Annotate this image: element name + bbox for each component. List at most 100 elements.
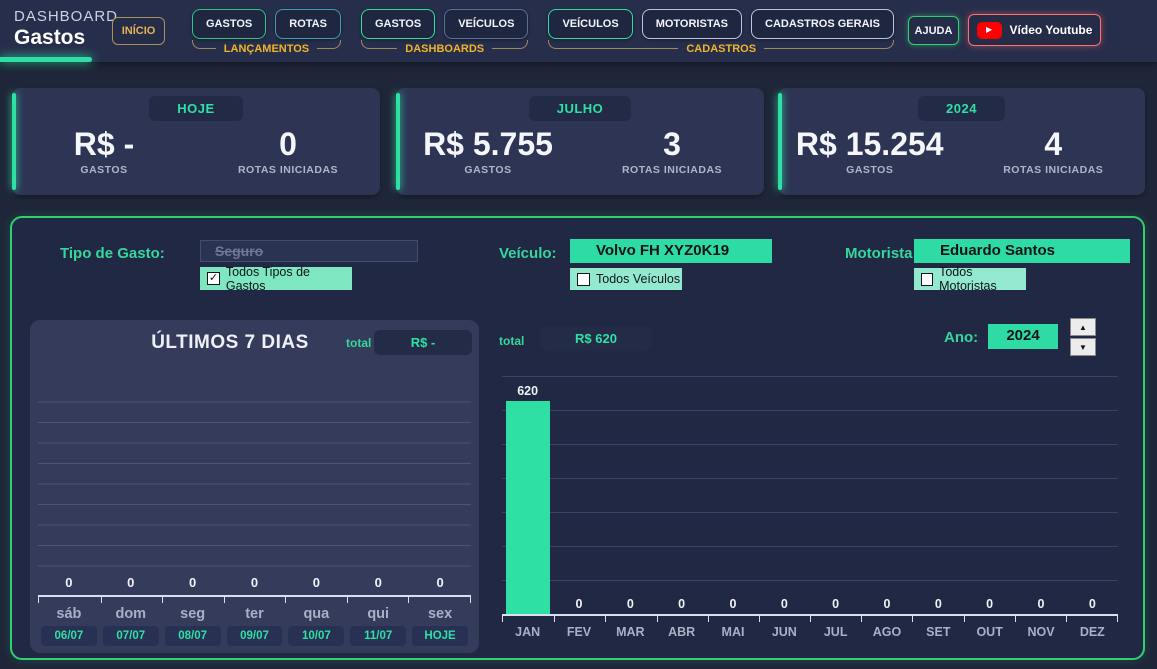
bracket-line — [492, 40, 516, 49]
todos-veiculos-checkbox[interactable] — [577, 272, 590, 286]
last7days-date-pills: 06/07 07/07 08/07 09/07 10/07 11/07 HOJE — [38, 626, 471, 646]
nav-button-rotas[interactable]: ROTAS — [275, 9, 341, 39]
inicio-button[interactable]: INÍCIO — [112, 17, 165, 45]
axis-tick — [758, 616, 810, 622]
kpi-card-julho: JULHO R$ 5.755 GASTOS 3 ROTAS INICIADAS — [396, 88, 764, 195]
spinner-down-icon: ▼ — [1079, 342, 1087, 352]
month-column-jan: 620 — [502, 376, 553, 614]
todos-veiculos-checkbox-row[interactable]: Todos Veículos — [570, 268, 682, 290]
month-value-label: 0 — [729, 597, 737, 611]
axis-tick — [707, 616, 759, 622]
month-bar — [505, 401, 550, 614]
ano-spinner: ▲ ▼ — [1070, 318, 1096, 356]
kpi-accent-bar — [778, 93, 782, 190]
todos-motoristas-checkbox-row[interactable]: Todos Motoristas — [914, 265, 1026, 293]
motorista-field[interactable]: Eduardo Santos — [914, 239, 1130, 263]
kpi-rotas-value: 3 — [663, 126, 681, 162]
monthly-plot-area: 620 0 0 0 0 0 0 0 0 0 0 0 — [502, 376, 1118, 614]
date-cell: 08/07 — [162, 626, 224, 646]
last7days-plot-area — [38, 382, 471, 574]
bracket-elbow-left — [548, 40, 562, 49]
todos-tipos-checkbox[interactable]: ✓ — [207, 272, 220, 285]
ano-field[interactable]: 2024 — [988, 324, 1058, 349]
month-value-label: 0 — [626, 597, 634, 611]
day-label: qua — [303, 606, 330, 622]
last7days-total-value: R$ - — [374, 330, 472, 355]
kpi-rotas-label: ROTAS INICIADAS — [621, 164, 723, 176]
month-label: FEV — [566, 625, 592, 639]
nav-button-motoristas[interactable]: MOTORISTAS — [641, 9, 743, 39]
month-value-label: 0 — [1088, 597, 1096, 611]
app-title: DASHBOARD — [14, 8, 119, 25]
month-value-label: 0 — [678, 597, 686, 611]
month-column-abr: 0 — [656, 376, 707, 614]
month-label: OUT — [976, 625, 1003, 639]
monthly-month-labels: JAN FEV MAR ABR MAI JUN JUL AGO SET OUT NOV DEZ — [502, 625, 1118, 639]
date-pill: 09/07 — [226, 626, 283, 646]
nav-button-gastos[interactable]: GASTOS — [360, 9, 436, 39]
nav-button-row: GASTOS ROTAS — [192, 9, 341, 39]
ano-spinner-down-button[interactable]: ▼ — [1070, 338, 1096, 356]
date-pill: 10/07 — [288, 626, 345, 646]
month-label: JUN — [771, 625, 797, 639]
nav-button-veiculos[interactable]: VEÍCULOS — [444, 9, 529, 39]
kpi-period-badge: JULHO — [528, 96, 632, 121]
ano-spinner-up-button[interactable]: ▲ — [1070, 318, 1096, 336]
date-cell: 10/07 — [285, 626, 347, 646]
axis-tick — [162, 597, 224, 603]
todos-motoristas-checkbox[interactable] — [921, 272, 934, 286]
kpi-rotas-value: 0 — [279, 126, 297, 162]
month-label: ABR — [668, 625, 696, 639]
nav-button-gastos[interactable]: GASTOS — [192, 9, 267, 39]
kpi-gastos-label: GASTOS — [846, 164, 894, 176]
axis-tick — [656, 616, 708, 622]
axis-tick — [810, 616, 861, 622]
youtube-button[interactable]: ▶ Vídeo Youtube — [968, 14, 1101, 46]
day-value-label: 0 — [250, 575, 259, 590]
month-column-mar: 0 — [605, 376, 656, 614]
veiculo-field[interactable]: Volvo FH XYZ0K19 — [570, 239, 772, 263]
month-column-jul: 0 — [810, 376, 861, 614]
nav-button-veiculos[interactable]: VEÍCULOS — [548, 9, 633, 39]
date-cell: 07/07 — [100, 626, 162, 646]
day-value-label: 0 — [189, 575, 197, 590]
axis-tick — [861, 616, 912, 622]
kpi-gastos-value: R$ 5.755 — [423, 126, 553, 162]
date-pill: HOJE — [412, 626, 468, 646]
last7days-value-labels: 0 0 0 0 0 0 0 — [38, 575, 471, 590]
axis-tick — [1065, 616, 1117, 622]
tipo-gasto-field[interactable]: Seguro — [200, 240, 418, 262]
kpi-rotas-value: 4 — [1044, 126, 1063, 162]
month-label: AGO — [872, 625, 902, 639]
month-label: JUL — [823, 625, 848, 639]
date-pill: 06/07 — [41, 626, 97, 646]
month-value-label: 620 — [517, 384, 539, 398]
month-column-mai: 0 — [707, 376, 758, 614]
kpi-card-2024: 2024 R$ 15.254 GASTOS 4 ROTAS INICIADAS — [778, 88, 1145, 195]
todos-tipos-label: Todos Tipos de Gastos — [225, 264, 310, 293]
nav-button-row: GASTOS VEÍCULOS — [360, 9, 529, 39]
bracket-elbow-left — [360, 40, 374, 49]
date-pill: 08/07 — [164, 626, 221, 646]
bracket-elbow-right — [327, 40, 341, 49]
last7days-chart-panel: ÚLTIMOS 7 DIAS total R$ - 0 0 0 0 0 0 0 sáb dom… — [30, 320, 479, 653]
day-value-label: 0 — [436, 575, 444, 590]
date-cell: HOJE — [409, 626, 471, 646]
kpi-gastos-label: GASTOS — [80, 164, 128, 176]
axis-tick — [912, 616, 963, 622]
kpi-gastos-value: R$ 15.254 — [795, 126, 944, 162]
nav-button-cadastros-gerais[interactable]: CADASTROS GERAIS — [751, 9, 894, 39]
nav-group-dashboards: GASTOS VEÍCULOS DASHBOARDS — [360, 9, 529, 55]
ajuda-button[interactable]: AJUDA — [908, 16, 959, 45]
nav-group-label: DASHBOARDS — [405, 43, 485, 55]
nav-group-lancamentos: GASTOS ROTAS LANÇAMENTOS — [192, 9, 341, 55]
nav-group-bracket: LANÇAMENTOS — [192, 40, 341, 55]
month-label: JAN — [515, 625, 541, 639]
youtube-play-icon: ▶ — [976, 21, 1002, 39]
last7days-total-label: total — [346, 336, 372, 350]
month-value-label: 0 — [1037, 597, 1045, 611]
todos-tipos-checkbox-row[interactable]: ✓ Todos Tipos de Gastos — [200, 264, 352, 293]
day-label: sex — [427, 606, 453, 622]
nav-group-label: LANÇAMENTOS — [223, 43, 310, 55]
